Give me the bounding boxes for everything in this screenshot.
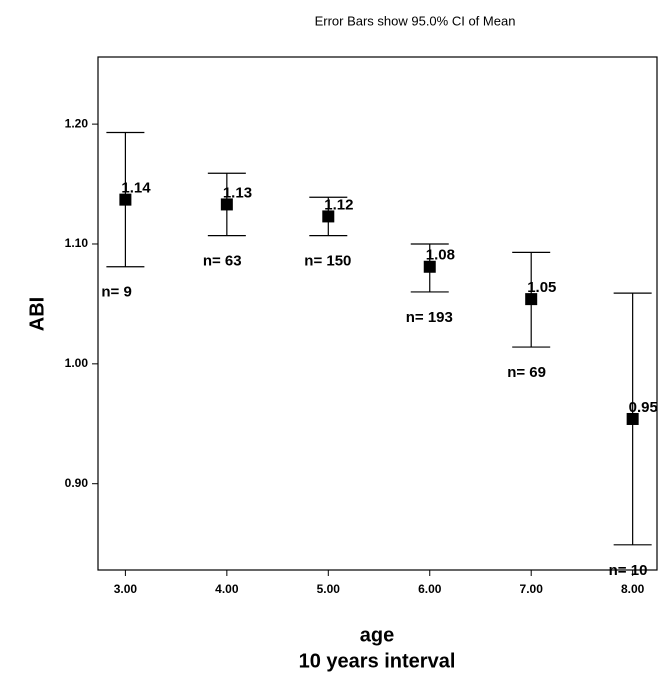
x-tick-label: 5.00: [317, 582, 341, 596]
n-label: n= 10: [609, 562, 648, 579]
y-tick-label: 1.00: [65, 356, 89, 370]
value-label: 1.13: [223, 184, 252, 201]
x-tick-label: 7.00: [520, 582, 544, 596]
x-axis-sublabel: 10 years interval: [299, 650, 456, 672]
value-label: 1.14: [121, 180, 151, 197]
value-label: 1.05: [527, 279, 556, 296]
plot-frame: [97, 56, 658, 571]
mean-marker: [220, 198, 233, 211]
mean-marker: [423, 260, 436, 273]
x-tick-label: 4.00: [215, 582, 239, 596]
n-label: n= 63: [203, 253, 242, 270]
mean-marker: [626, 412, 639, 425]
chart-title: Error Bars show 95.0% CI of Mean: [315, 13, 516, 28]
y-axis-label: ABI: [26, 297, 48, 331]
x-tick-label: 8.00: [621, 582, 645, 596]
mean-marker: [322, 210, 335, 223]
n-label: n= 150: [304, 253, 351, 270]
value-label: 0.95: [629, 399, 658, 416]
y-tick-label: 0.90: [65, 476, 89, 490]
x-tick-label: 3.00: [114, 582, 138, 596]
x-axis-label: age: [360, 624, 394, 646]
mean-marker: [525, 293, 538, 306]
value-label: 1.12: [324, 196, 353, 213]
n-label: n= 9: [101, 284, 131, 301]
y-tick-label: 1.20: [65, 116, 89, 130]
y-tick-label: 1.10: [65, 236, 89, 250]
value-label: 1.08: [426, 247, 455, 264]
x-tick-label: 6.00: [418, 582, 442, 596]
n-label: n= 69: [507, 364, 546, 381]
n-label: n= 193: [406, 309, 453, 326]
mean-marker: [119, 193, 132, 206]
